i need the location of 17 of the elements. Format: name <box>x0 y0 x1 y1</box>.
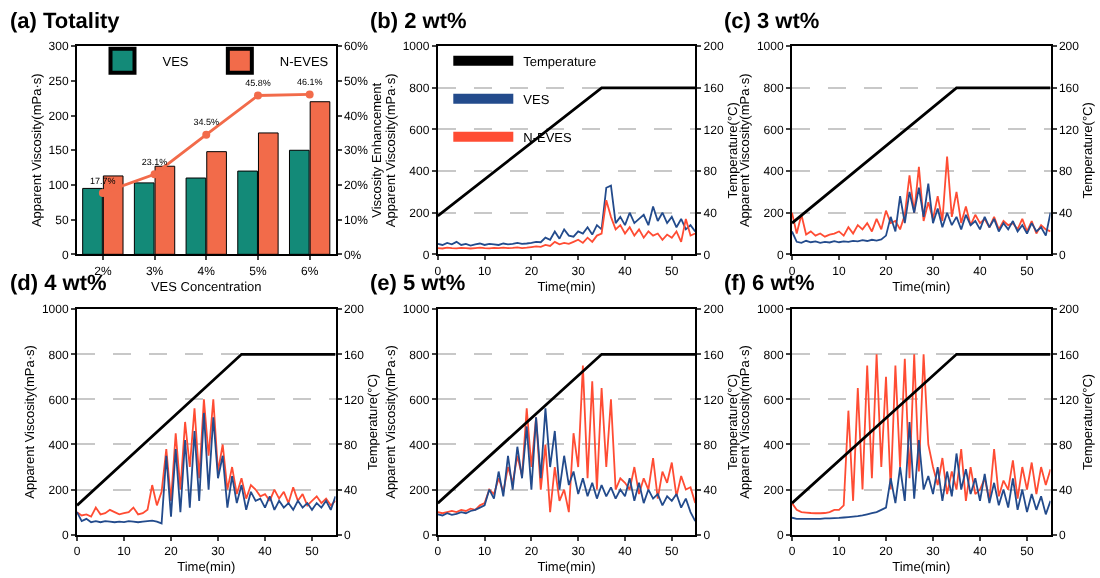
line-series <box>792 182 1051 244</box>
point <box>305 90 314 99</box>
chart-title: (e) 5 wt% <box>370 272 466 296</box>
chart-title: (c) 3 wt% <box>724 10 820 34</box>
chart-title: (d) 4 wt% <box>10 272 107 296</box>
chart-title: (b) 2 wt% <box>370 10 467 34</box>
line-series <box>792 155 1051 238</box>
line-series <box>437 407 696 523</box>
chart-title: (a) Totality <box>10 10 122 34</box>
point <box>202 130 211 139</box>
point <box>253 91 262 100</box>
line-series <box>437 199 696 250</box>
line-series <box>437 184 696 247</box>
line-series <box>77 412 336 525</box>
line-series <box>792 421 1051 520</box>
line-series <box>77 398 336 518</box>
chart-title: (f) 6 wt% <box>724 272 815 296</box>
